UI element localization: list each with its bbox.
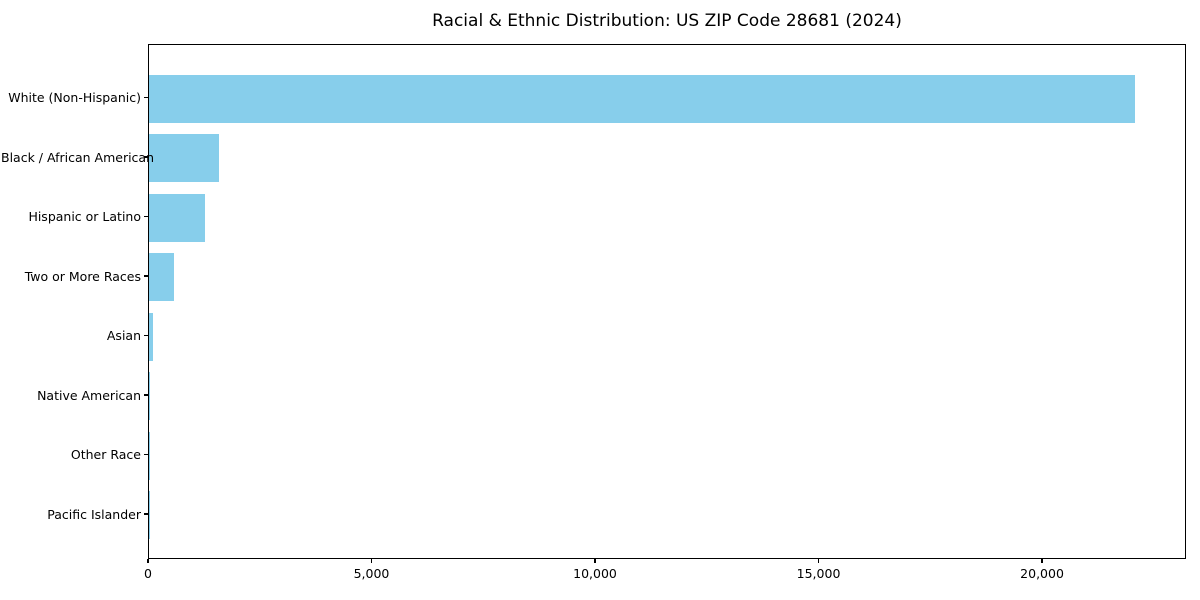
x-tick-label: 20,000 bbox=[1020, 566, 1064, 581]
bar-two-or-more-races bbox=[149, 253, 175, 301]
y-tick-label: Native American bbox=[37, 387, 141, 403]
y-axis-tick bbox=[144, 156, 148, 158]
bar-black-african-american bbox=[149, 134, 220, 182]
y-tick-label: Black / African American bbox=[1, 149, 155, 165]
bar-asian bbox=[149, 312, 154, 361]
x-axis-tick bbox=[147, 559, 149, 563]
x-axis-tick bbox=[594, 559, 596, 563]
bar-white-non-hispanic bbox=[149, 74, 1135, 123]
y-tick-label: Other Race bbox=[70, 447, 141, 462]
y-axis-tick bbox=[144, 215, 148, 218]
x-tick-label: 10,000 bbox=[573, 566, 617, 581]
x-tick-label: 0 bbox=[144, 566, 152, 581]
x-tick-label: 15,000 bbox=[796, 566, 841, 581]
x-axis-tick bbox=[370, 559, 373, 563]
x-axis-tick bbox=[817, 559, 820, 563]
y-tick-label: Pacific Islander bbox=[47, 506, 141, 522]
y-axis-tick bbox=[144, 394, 148, 396]
bar-hispanic-or-latino bbox=[149, 193, 206, 242]
plot-area bbox=[148, 44, 1186, 559]
y-axis-tick bbox=[144, 334, 148, 337]
y-tick-label: White (Non-Hispanic) bbox=[8, 90, 141, 105]
chart-title: Racial & Ethnic Distribution: US ZIP Cod… bbox=[432, 11, 902, 31]
bar-native-american bbox=[149, 372, 151, 420]
y-axis-tick bbox=[144, 453, 148, 456]
y-tick-label: Hispanic or Latino bbox=[28, 209, 141, 224]
y-axis-tick bbox=[144, 96, 148, 99]
x-axis-tick bbox=[1041, 559, 1043, 563]
x-tick-label: 5,000 bbox=[353, 566, 390, 581]
y-axis-tick bbox=[144, 275, 148, 277]
y-tick-label: Asian bbox=[106, 328, 141, 343]
bar-other-race bbox=[149, 431, 150, 480]
y-axis-tick bbox=[144, 513, 148, 515]
y-tick-label: Two or More Races bbox=[24, 268, 141, 284]
